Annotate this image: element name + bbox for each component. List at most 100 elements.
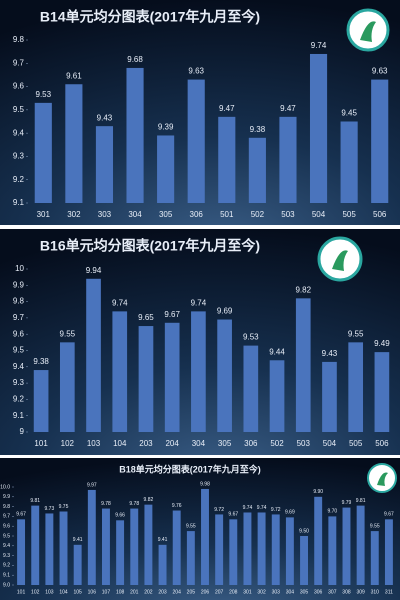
value-label: 9.90	[313, 489, 323, 495]
value-label: 9.38	[250, 125, 266, 134]
value-label: 9.63	[372, 67, 388, 76]
bar	[384, 519, 393, 585]
x-tick-label: 304	[286, 589, 295, 595]
x-tick-label: 306	[314, 589, 323, 595]
y-tick-label: 9	[20, 427, 25, 436]
x-tick-label: 301	[243, 589, 252, 595]
value-label: 9.97	[87, 482, 97, 488]
bar	[87, 489, 96, 585]
value-label: 9.73	[45, 506, 55, 512]
value-label: 9.49	[374, 339, 390, 348]
y-tick-label: 9.2	[3, 563, 10, 569]
bar	[217, 319, 232, 432]
y-tick-label: 9.6	[13, 329, 25, 338]
bar	[348, 342, 364, 432]
bar	[340, 121, 358, 203]
value-label: 9.72	[214, 507, 224, 513]
value-label: 9.53	[36, 90, 52, 99]
x-tick-label: 101	[34, 439, 48, 448]
y-tick-label: 9.8	[13, 297, 25, 306]
x-tick-label: 503	[297, 439, 311, 448]
bar	[371, 79, 389, 203]
bar	[73, 544, 82, 585]
value-label: 9.98	[200, 481, 210, 487]
x-tick-label: 302	[257, 589, 266, 595]
value-label: 9.78	[101, 501, 111, 507]
x-tick-label: 204	[173, 589, 182, 595]
y-tick-label: 9.5	[13, 105, 25, 114]
value-label: 9.68	[127, 55, 143, 64]
chart: B18单元均分图表(2017年九月至今) 9.0 9.1 9.2 9.3 9.4 9.5 9…	[0, 458, 400, 600]
bar	[215, 514, 224, 585]
logo	[367, 463, 397, 493]
value-label: 9.74	[112, 298, 128, 307]
bar	[370, 531, 379, 585]
x-tick-label: 504	[312, 210, 326, 219]
bar	[295, 298, 311, 432]
y-tick-label: 9.7	[13, 58, 25, 67]
x-tick-label: 101	[17, 589, 26, 595]
value-label: 9.61	[66, 71, 82, 80]
bar	[374, 352, 390, 432]
bar	[191, 311, 206, 432]
value-label: 9.66	[115, 513, 125, 519]
chart: B14单元均分图表(2017年九月至今) 9.1 9.2 9.3 9.4 9.5 9.6 9…	[0, 0, 400, 225]
y-tick-label: 9.2	[13, 175, 25, 184]
x-tick-label: 205	[187, 589, 196, 595]
x-tick-label: 201	[130, 589, 139, 595]
bar	[243, 345, 259, 432]
y-tick-label: 9.4	[13, 362, 25, 371]
value-label: 9.74	[257, 505, 267, 511]
x-tick-label: 502	[270, 439, 284, 448]
x-tick-label: 502	[251, 210, 265, 219]
bar	[201, 488, 209, 585]
x-tick-label: 308	[342, 589, 351, 595]
bar	[271, 514, 280, 585]
x-tick-label: 104	[59, 589, 68, 595]
value-label: 9.55	[60, 329, 76, 338]
y-tick-label: 9.7	[13, 313, 25, 322]
bar	[257, 512, 266, 585]
bar	[116, 520, 125, 585]
value-label: 9.43	[322, 349, 338, 358]
x-tick-label: 506	[373, 210, 387, 219]
x-tick-label: 206	[201, 589, 210, 595]
x-tick-label: 104	[113, 439, 127, 448]
bar	[342, 507, 351, 585]
x-tick-label: 303	[98, 210, 112, 219]
value-label: 9.43	[97, 113, 113, 122]
value-label: 9.67	[164, 310, 180, 319]
value-label: 9.79	[342, 500, 352, 506]
value-label: 9.55	[370, 523, 380, 529]
value-label: 9.41	[73, 537, 83, 543]
bar	[309, 53, 328, 203]
x-tick-label: 501	[220, 210, 234, 219]
value-label: 9.67	[16, 512, 26, 518]
bar	[157, 135, 175, 203]
y-tick-label: 9.4	[3, 543, 10, 549]
y-tick-label: 9.2	[13, 395, 25, 404]
value-label: 9.39	[158, 123, 174, 132]
value-label: 9.53	[243, 333, 259, 342]
bar	[186, 531, 195, 585]
bar	[130, 508, 139, 585]
y-tick-label: 9.6	[3, 524, 10, 530]
y-tick-label: 9.3	[13, 152, 25, 161]
x-tick-label: 301	[37, 210, 51, 219]
bar	[285, 517, 294, 585]
value-label: 9.72	[271, 507, 281, 513]
y-tick-label: 9.5	[13, 346, 25, 355]
bar	[31, 505, 40, 585]
bar	[322, 361, 337, 432]
bar	[314, 496, 323, 585]
chart: B16单元均分图表(2017年九月至今) 9 9.1 9.2 9.3 9.4 9.5 9.6…	[0, 229, 400, 455]
x-tick-label: 106	[88, 589, 97, 595]
bar	[172, 510, 181, 585]
value-label: 9.69	[285, 510, 295, 516]
y-tick-label: 9.0	[3, 582, 10, 588]
y-tick-label: 9.1	[13, 198, 25, 207]
y-tick-label: 9.9	[3, 494, 10, 500]
bar	[138, 326, 154, 432]
x-tick-label: 505	[342, 210, 356, 219]
